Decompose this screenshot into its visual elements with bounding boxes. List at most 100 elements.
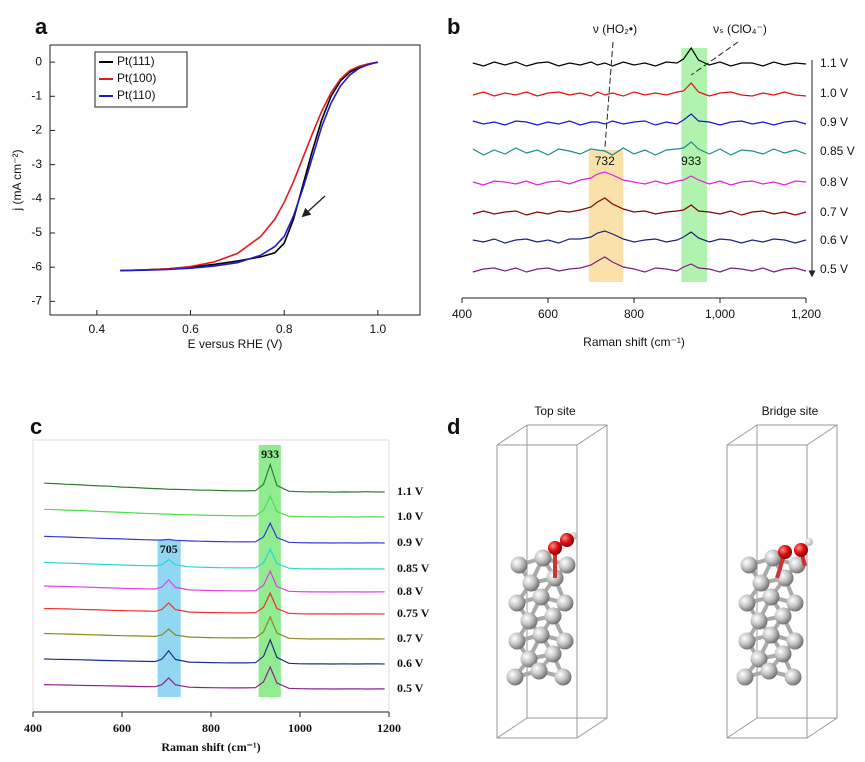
cell-edge bbox=[806, 424, 838, 446]
x-tick-label: 1,000 bbox=[705, 307, 735, 321]
y-tick-label: -1 bbox=[31, 88, 42, 102]
pt-atom bbox=[738, 632, 756, 650]
y-tick-label: -7 bbox=[31, 294, 42, 308]
y-tick-label: -5 bbox=[31, 225, 42, 239]
annotation-leader bbox=[690, 41, 739, 76]
panel-letter: a bbox=[35, 14, 48, 39]
highlight-band bbox=[157, 540, 181, 697]
pt-atom bbox=[740, 556, 758, 574]
pt-atom bbox=[750, 650, 768, 668]
cell-edge bbox=[576, 424, 608, 446]
x-tick-label: 0.8 bbox=[276, 322, 293, 336]
spectrum bbox=[472, 256, 807, 273]
pt-atom bbox=[532, 626, 550, 644]
x-tick-label: 0.4 bbox=[88, 322, 105, 336]
x-axis-label: E versus RHE (V) bbox=[188, 337, 283, 351]
o-atom bbox=[548, 541, 562, 555]
spectrum bbox=[472, 82, 807, 97]
pt-atom bbox=[558, 556, 576, 574]
y-axis-label: j (mA cm⁻²) bbox=[10, 150, 24, 212]
series-label: 0.6 V bbox=[397, 656, 424, 670]
legend-label: Pt(100) bbox=[117, 71, 156, 85]
pt-atom bbox=[520, 650, 538, 668]
y-tick-label: -4 bbox=[31, 191, 42, 205]
spectrum bbox=[472, 230, 807, 244]
h-atom bbox=[805, 538, 813, 546]
pt-atom bbox=[510, 556, 528, 574]
y-tick-label: -6 bbox=[31, 259, 42, 273]
series-label: 1.1 V bbox=[397, 484, 424, 498]
pt-atom bbox=[786, 594, 804, 612]
pt-atom bbox=[556, 594, 574, 612]
cell-edge bbox=[496, 717, 528, 739]
spectrum bbox=[44, 547, 385, 570]
peak-label: 732 bbox=[595, 154, 615, 168]
x-tick-label: 400 bbox=[452, 307, 472, 321]
series-label: 0.7 V bbox=[397, 631, 424, 645]
series-label: 0.85 V bbox=[397, 561, 430, 575]
pt-atom bbox=[556, 632, 574, 650]
panel-letter: c bbox=[30, 414, 42, 439]
spectrum bbox=[472, 197, 807, 216]
legend-label: Pt(111) bbox=[117, 54, 155, 68]
spectrum bbox=[44, 591, 385, 615]
pt-atom bbox=[508, 594, 526, 612]
series-label: 0.9 V bbox=[397, 535, 424, 549]
x-tick-label: 1000 bbox=[288, 721, 312, 735]
curve bbox=[120, 61, 378, 272]
series-label: 0.8 V bbox=[397, 584, 424, 598]
spectrum bbox=[472, 171, 807, 186]
o-atom bbox=[560, 533, 574, 547]
pt-atom bbox=[784, 668, 802, 686]
pt-atom bbox=[506, 668, 524, 686]
pt-atom bbox=[534, 549, 552, 567]
panel-letter: d bbox=[447, 414, 460, 439]
pt-atom bbox=[788, 556, 806, 574]
pt-atom bbox=[764, 549, 782, 567]
spectrum bbox=[472, 141, 807, 156]
series-label: 0.75 V bbox=[397, 606, 430, 620]
y-tick-label: 0 bbox=[35, 54, 42, 68]
peak-label: 705 bbox=[160, 542, 178, 556]
series-label: 1.0 V bbox=[820, 86, 848, 100]
x-tick-label: 0.6 bbox=[182, 322, 199, 336]
x-axis-label: Raman shift (cm⁻¹) bbox=[583, 335, 685, 349]
annotation: νₛ (ClO₄⁻) bbox=[713, 22, 767, 36]
site-title: Bridge site bbox=[762, 404, 819, 418]
cell-edge bbox=[726, 424, 758, 446]
series-label: 0.8 V bbox=[820, 175, 848, 189]
x-tick-label: 400 bbox=[24, 721, 42, 735]
pt-atom bbox=[774, 607, 792, 625]
peak-label: 933 bbox=[261, 447, 279, 461]
series-label: 0.9 V bbox=[820, 115, 848, 129]
annotation: ν (HO₂•) bbox=[593, 22, 637, 36]
x-tick-label: 1.0 bbox=[370, 322, 387, 336]
x-tick-label: 600 bbox=[113, 721, 131, 735]
series-label: 0.5 V bbox=[397, 681, 424, 695]
pt-atom bbox=[554, 668, 572, 686]
curve bbox=[120, 61, 378, 272]
pt-atom bbox=[508, 632, 526, 650]
pt-atom bbox=[532, 588, 550, 606]
y-tick-label: -2 bbox=[31, 123, 42, 137]
spectrum bbox=[472, 46, 807, 67]
arrow bbox=[301, 195, 326, 218]
pt-atom bbox=[544, 645, 562, 663]
pt-atom bbox=[736, 668, 754, 686]
series-label: 0.5 V bbox=[820, 262, 848, 276]
series-label: 1.1 V bbox=[820, 56, 848, 70]
pt-atom bbox=[752, 574, 770, 592]
pt-atom bbox=[522, 574, 540, 592]
o-atom bbox=[794, 543, 808, 557]
cell-edge bbox=[806, 717, 838, 739]
x-axis-label: Raman shift (cm⁻¹) bbox=[161, 740, 260, 754]
series-label: 0.6 V bbox=[820, 233, 848, 247]
spectrum bbox=[472, 113, 807, 126]
annotation-leader bbox=[604, 41, 614, 151]
pt-atom bbox=[760, 662, 778, 680]
pt-atom bbox=[544, 607, 562, 625]
series-label: 0.7 V bbox=[820, 205, 848, 219]
highlight-band bbox=[588, 150, 624, 282]
x-tick-label: 800 bbox=[202, 721, 220, 735]
